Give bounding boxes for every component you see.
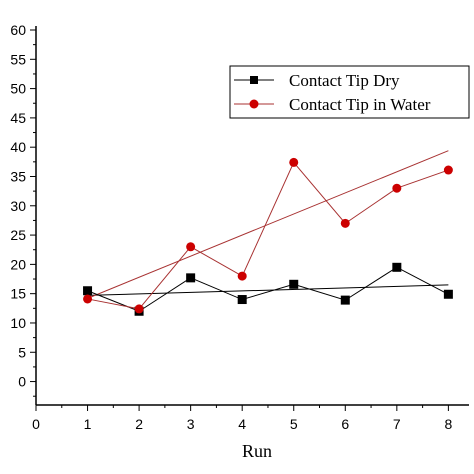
legend-label-water: Contact Tip in Water [289, 95, 431, 114]
series-line-1 [87, 161, 449, 310]
data-point-series-1 [443, 165, 453, 175]
x-tick-label: 0 [32, 416, 40, 432]
x-tick-label: 1 [84, 416, 92, 432]
y-tick-label: 50 [10, 81, 26, 97]
x-ticks: 0 1 2 3 4 5 6 7 8 [32, 405, 452, 432]
y-ticks: 0 5 10 15 20 25 30 35 40 45 50 55 60 [10, 22, 36, 397]
legend-label-dry: Contact Tip Dry [289, 71, 400, 90]
y-tick-label: 10 [10, 315, 26, 331]
data-point-series-1 [340, 218, 350, 228]
y-tick-label: 20 [10, 256, 26, 272]
x-tick-label: 2 [135, 416, 143, 432]
data-point-series-1 [134, 304, 144, 314]
y-tick-label: 60 [10, 22, 26, 38]
series-line-0 [87, 266, 449, 312]
data-point-series-1 [83, 294, 93, 304]
x-tick-label: 6 [341, 416, 349, 432]
x-tick-label: 7 [393, 416, 401, 432]
series-lines [87, 161, 449, 312]
y-tick-label: 15 [10, 286, 26, 302]
series-markers [83, 157, 453, 316]
x-tick-label: 8 [444, 416, 452, 432]
x-tick-label: 4 [238, 416, 246, 432]
y-tick-label: 35 [10, 168, 26, 184]
data-point-series-1 [392, 183, 402, 193]
legend-marker-water [249, 99, 259, 109]
y-tick-label: 45 [10, 110, 26, 126]
y-tick-label: 5 [18, 344, 26, 360]
y-tick-label: 25 [10, 227, 26, 243]
data-point-series-1 [289, 157, 299, 167]
data-point-series-0 [392, 262, 402, 272]
data-point-series-0 [289, 279, 299, 289]
x-tick-label: 3 [187, 416, 195, 432]
x-axis-title: Run [242, 441, 272, 461]
x-tick-label: 5 [290, 416, 298, 432]
y-tick-label: 0 [18, 374, 26, 390]
data-point-series-0 [237, 295, 247, 305]
data-point-series-0 [83, 286, 93, 296]
y-tick-label: 55 [10, 51, 26, 67]
data-point-series-1 [186, 242, 196, 252]
trend-line-series-1 [87, 150, 449, 299]
trend-line-series-0 [87, 284, 449, 296]
data-point-series-0 [340, 295, 350, 305]
y-tick-label: 30 [10, 198, 26, 214]
legend-box [229, 65, 470, 119]
data-point-series-0 [443, 289, 453, 299]
y-tick-label: 40 [10, 139, 26, 155]
data-point-series-1 [237, 271, 247, 281]
trend-lines [87, 150, 449, 299]
legend: Contact Tip Dry Contact Tip in Water [229, 65, 470, 119]
data-point-series-0 [186, 273, 196, 283]
legend-marker-dry [250, 76, 258, 84]
